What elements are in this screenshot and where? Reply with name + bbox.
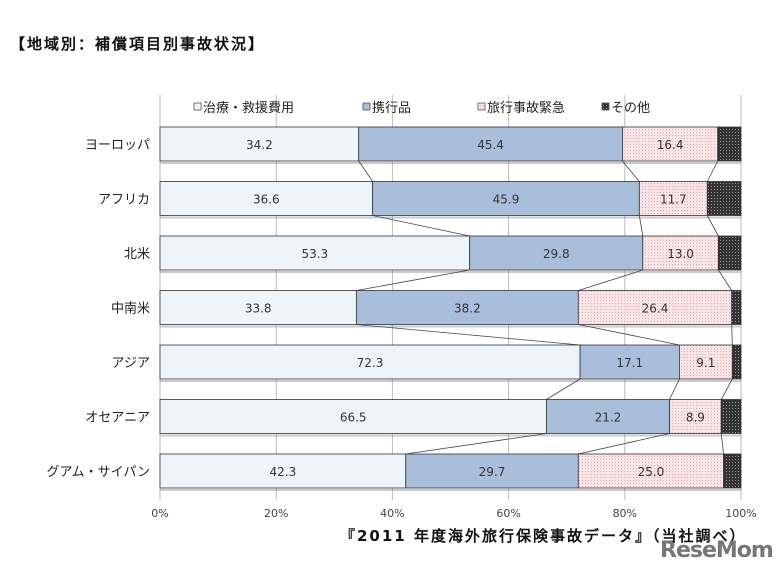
- series-line: [706, 160, 719, 182]
- series-line: [578, 269, 643, 291]
- bar-segment: [717, 235, 742, 271]
- bar-segment: [545, 399, 670, 434]
- legend-swatch: [477, 102, 486, 111]
- data-label: 36.6: [253, 193, 280, 207]
- series-line: [356, 324, 581, 346]
- data-label: 9.1: [696, 356, 715, 370]
- x-tick-label: 60%: [496, 507, 520, 520]
- source-note: 『2011 年度海外旅行保険事故データ』（当社調べ）: [340, 527, 747, 545]
- bar-segment: [159, 290, 357, 325]
- series-line: [405, 433, 547, 455]
- data-label: 29.8: [543, 247, 570, 261]
- data-label: 25.0: [638, 465, 665, 479]
- x-tick-label: 100%: [725, 507, 756, 520]
- series-line: [720, 378, 733, 400]
- page-title: 【地域別：補償項目別事故状況】: [10, 35, 266, 53]
- series-line: [358, 160, 373, 182]
- data-label: 38.2: [454, 302, 481, 316]
- category-label: アジア: [112, 356, 150, 371]
- series-line: [372, 215, 470, 237]
- x-tick-label: 80%: [613, 507, 637, 520]
- series-line: [718, 269, 733, 291]
- data-label: 11.7: [660, 193, 687, 207]
- series-line: [578, 324, 680, 346]
- data-label: 72.3: [357, 356, 384, 370]
- bar-segment: [723, 453, 742, 489]
- category-label: ヨーロッパ: [85, 138, 150, 153]
- bar-segment: [355, 290, 579, 325]
- legend-label: 携行品: [372, 100, 411, 116]
- legend-label: 旅行事故緊急: [487, 101, 565, 116]
- category-label: 北米: [124, 247, 150, 262]
- legend-swatch: [601, 102, 610, 111]
- bar-segment: [731, 344, 742, 380]
- bar-segment: [159, 235, 471, 271]
- series-line: [669, 378, 680, 400]
- bar-segment: [706, 181, 742, 216]
- data-label: 33.8: [245, 302, 272, 316]
- data-label: 16.4: [657, 138, 684, 152]
- x-tick-label: 20%: [264, 507, 288, 520]
- series-line: [720, 433, 724, 455]
- bar-segment: [159, 399, 547, 434]
- series-line: [546, 378, 581, 400]
- data-label: 13.0: [667, 247, 694, 261]
- legend-swatch: [193, 102, 202, 111]
- category-label: オセアニア: [85, 411, 150, 426]
- bar-segment: [577, 290, 733, 325]
- category-label: アフリカ: [98, 193, 150, 208]
- legend-label: その他: [611, 101, 650, 116]
- data-label: 42.3: [270, 465, 297, 479]
- series-line: [638, 215, 644, 237]
- bar-segment: [669, 399, 722, 434]
- category-label: グアム・サイパン: [47, 465, 150, 480]
- bar-segment: [577, 453, 724, 489]
- series-line: [578, 433, 670, 455]
- data-label: 45.4: [477, 138, 504, 152]
- bar-segment: [717, 126, 742, 162]
- data-label: 8.9: [686, 411, 705, 425]
- legend-swatch: [362, 102, 371, 111]
- series-line: [622, 160, 640, 182]
- data-label: 53.3: [301, 247, 328, 261]
- data-label: 26.4: [642, 302, 669, 316]
- bar-segment: [469, 235, 644, 271]
- series-line: [356, 269, 470, 291]
- bar-segment: [159, 181, 374, 216]
- x-tick-label: 40%: [380, 507, 404, 520]
- bar-segment: [358, 126, 623, 162]
- series-line: [731, 324, 733, 346]
- bar-segment: [159, 453, 407, 489]
- bar-segment: [731, 290, 742, 325]
- data-label: 21.2: [595, 411, 622, 425]
- x-tick-label: 0%: [151, 507, 168, 520]
- bar-segment: [642, 235, 719, 271]
- logo: ReseMom: [660, 538, 774, 563]
- data-label: 17.1: [616, 356, 643, 370]
- category-label: 中南米: [111, 301, 150, 317]
- legend-label: 治療・救援費用: [203, 100, 294, 116]
- data-label: 29.7: [479, 465, 506, 479]
- data-label: 45.9: [493, 193, 520, 207]
- series-line: [706, 215, 719, 237]
- bar-segment: [720, 399, 742, 434]
- bar-segment: [622, 126, 719, 162]
- data-label: 34.2: [246, 138, 273, 152]
- data-label: 66.5: [340, 411, 367, 425]
